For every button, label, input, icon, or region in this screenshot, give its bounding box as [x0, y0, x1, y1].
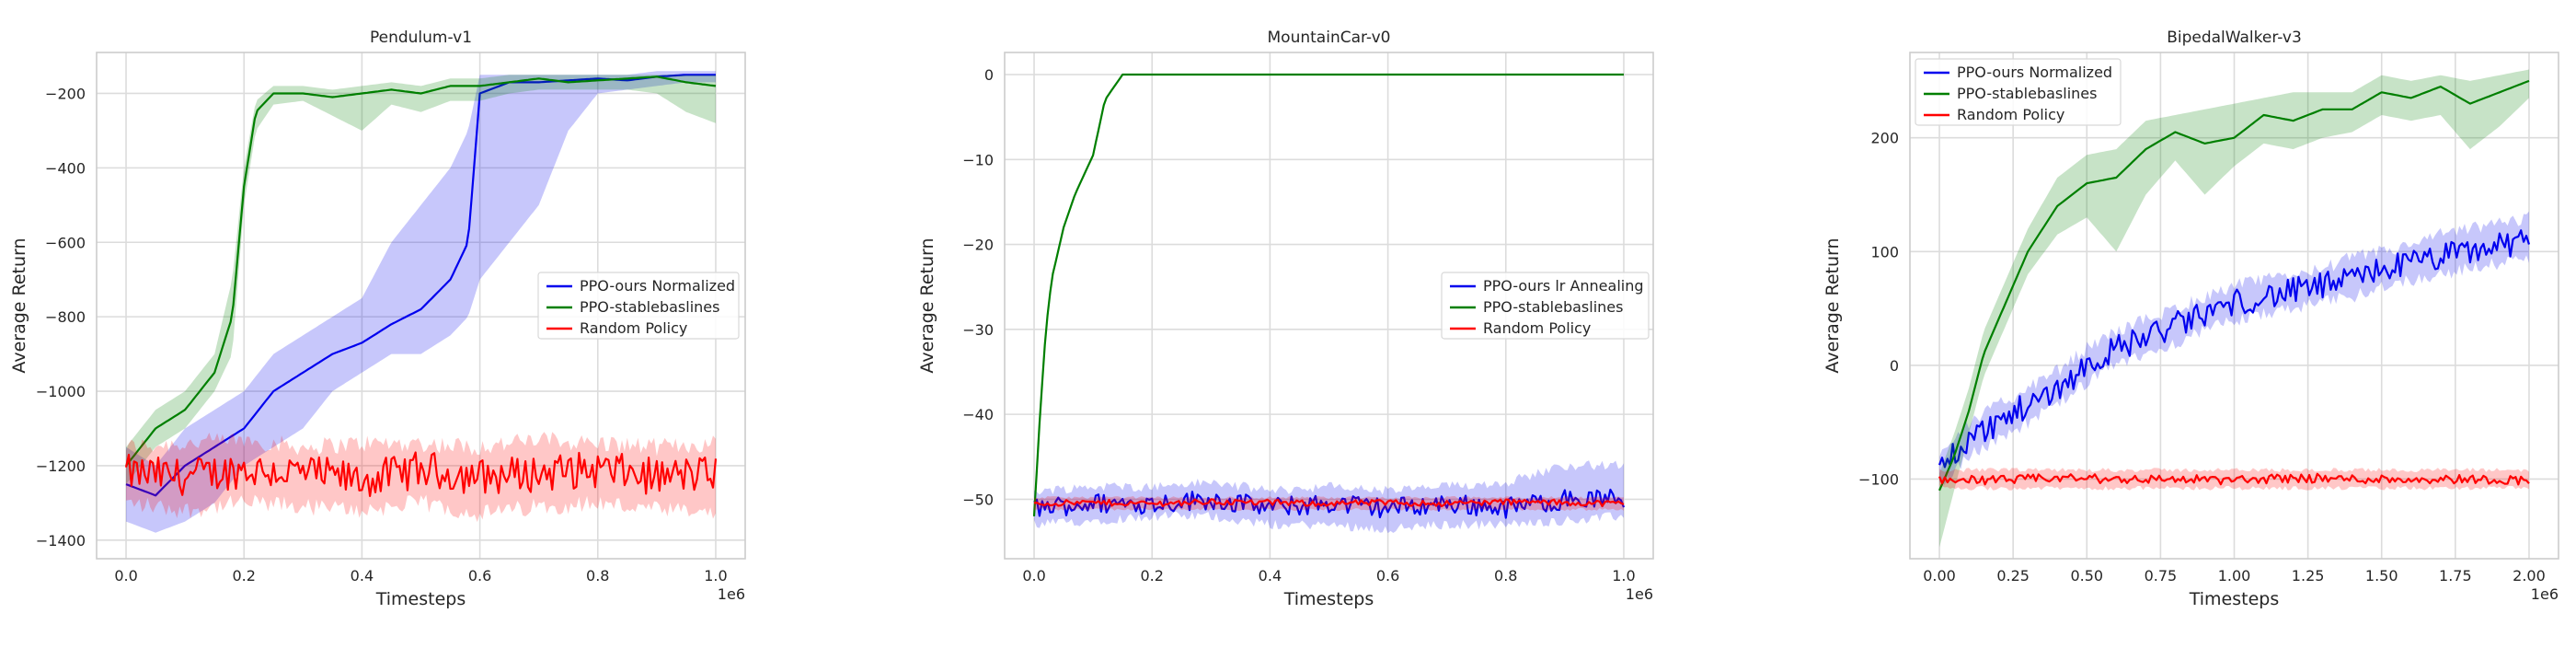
series-line-3: [1033, 498, 1625, 508]
legend-entry: PPO-ours Normalized: [1957, 64, 2112, 81]
x-tick-label: 0.8: [1494, 567, 1517, 584]
x-tick-label: 1.75: [2439, 567, 2472, 584]
x-tick-label: 0.50: [2070, 567, 2103, 584]
plot-frame: [1004, 52, 1654, 560]
series-band-3: [126, 432, 716, 523]
x-axis-label: Timesteps: [1283, 589, 1374, 609]
x-tick-label: 0.4: [1259, 567, 1282, 584]
legend-entry: Random Policy: [1957, 106, 2064, 123]
x-tick-label: 1.0: [1612, 567, 1635, 584]
y-tick-label: −100: [1858, 470, 1899, 488]
x-tick-label: 0.0: [1022, 567, 1045, 584]
series-line-2: [1032, 73, 1624, 516]
legend-entry: PPO-stablebaslines: [1957, 85, 2097, 102]
x-tick-label: 0.0: [114, 567, 137, 584]
x-tick-label: 0.75: [2145, 567, 2178, 584]
x-tick-label: 0.4: [351, 567, 374, 584]
legend-box: [1441, 272, 1650, 340]
series-group: [124, 71, 718, 533]
legend: PPO-ours Normalized PPO-stablebaslines Ran…: [1915, 58, 2122, 126]
x-tick-label: 1.00: [2218, 567, 2251, 584]
plot-frame: [96, 52, 746, 560]
y-tick-label: 0: [984, 66, 994, 84]
x-tick-label: 0.6: [468, 567, 491, 584]
y-tick-label: −1200: [36, 457, 86, 475]
legend-entry: PPO-stablebaslines: [1483, 298, 1623, 316]
x-tick-label: 1.25: [2292, 567, 2325, 584]
y-tick-label: −600: [45, 234, 86, 251]
x-tick-label: 0.8: [586, 567, 609, 584]
plot-frame: [1909, 52, 2559, 560]
y-tick-label: −40: [962, 406, 994, 423]
x-axis-label: Timesteps: [375, 589, 466, 609]
x-multiplier: 1e6: [718, 585, 745, 603]
y-tick-label: −200: [45, 85, 86, 102]
y-tick-label: −800: [45, 308, 86, 326]
y-tick-label: −1000: [36, 383, 86, 400]
y-tick-label: 0: [1890, 357, 1899, 375]
legend-entry: Random Policy: [1483, 319, 1591, 337]
series-group: [1032, 73, 1626, 534]
x-multiplier: 1e6: [2531, 585, 2559, 603]
y-tick-label: −30: [962, 321, 994, 339]
y-axis-label: Average Return: [917, 237, 937, 373]
legend-box: [1915, 58, 2122, 126]
chart-title: MountainCar-v0: [1268, 29, 1391, 47]
chart-panel-1: 0.0 0.2 0.4 0.6 0.8 1.0 −1400 −1200 −1000 −800 −60…: [9, 29, 746, 609]
x-tick-label: 2.00: [2513, 567, 2546, 584]
series-band-3: [1939, 468, 2529, 491]
y-tick-label: 200: [1870, 130, 1899, 147]
x-tick-label: 0.2: [233, 567, 256, 584]
series-band-1: [1939, 211, 2529, 486]
legend-box: [537, 272, 740, 340]
x-tick-label: 0.2: [1141, 567, 1164, 584]
y-tick-label: −1400: [36, 532, 86, 550]
series-line-1: [1938, 229, 2531, 469]
series-line-2: [1938, 79, 2530, 492]
y-tick-label: −10: [962, 151, 994, 168]
chart-title: BipedalWalker-v3: [2167, 29, 2302, 47]
legend-entry: PPO-ours lr Annealing: [1483, 277, 1644, 295]
legend-entry: PPO-stablebaslines: [580, 298, 719, 316]
x-tick-label: 0.00: [1923, 567, 1956, 584]
series-line-3: [124, 451, 718, 497]
chart-panel-3: 0.00 0.25 0.50 0.75 1.00 1.25 1.50 1.75 2.00 −100…: [1823, 29, 2559, 609]
series-group: [1938, 69, 2531, 548]
chart-title: Pendulum-v1: [370, 29, 472, 47]
chart-panel-2: 0.0 0.2 0.4 0.6 0.8 1.0 −50 −40 −30 −20 −10 0 1e6 Mou…: [917, 29, 1654, 609]
x-tick-label: 0.6: [1376, 567, 1399, 584]
y-tick-label: −20: [962, 237, 994, 254]
y-tick-label: −400: [45, 159, 86, 177]
x-multiplier: 1e6: [1626, 585, 1653, 603]
legend-entry: PPO-ours Normalized: [580, 277, 735, 295]
x-tick-label: 0.25: [1996, 567, 2030, 584]
series-band-2: [1939, 69, 2529, 548]
legend: PPO-ours lr Annealing PPO-stablebaslines R…: [1441, 272, 1650, 340]
y-axis-label: Average Return: [9, 237, 29, 373]
series-line-3: [1938, 472, 2530, 486]
legend-entry: Random Policy: [580, 319, 687, 337]
y-tick-label: 100: [1870, 243, 1899, 260]
y-axis-label: Average Return: [1823, 237, 1843, 373]
series-band-1: [126, 71, 716, 533]
x-axis-label: Timesteps: [2189, 589, 2280, 609]
x-tick-label: 1.50: [2365, 567, 2398, 584]
x-tick-label: 1.0: [704, 567, 727, 584]
series-line-2: [125, 75, 717, 467]
y-tick-label: −50: [962, 491, 994, 508]
legend: PPO-ours Normalized PPO-stablebaslines Ran…: [537, 272, 740, 340]
